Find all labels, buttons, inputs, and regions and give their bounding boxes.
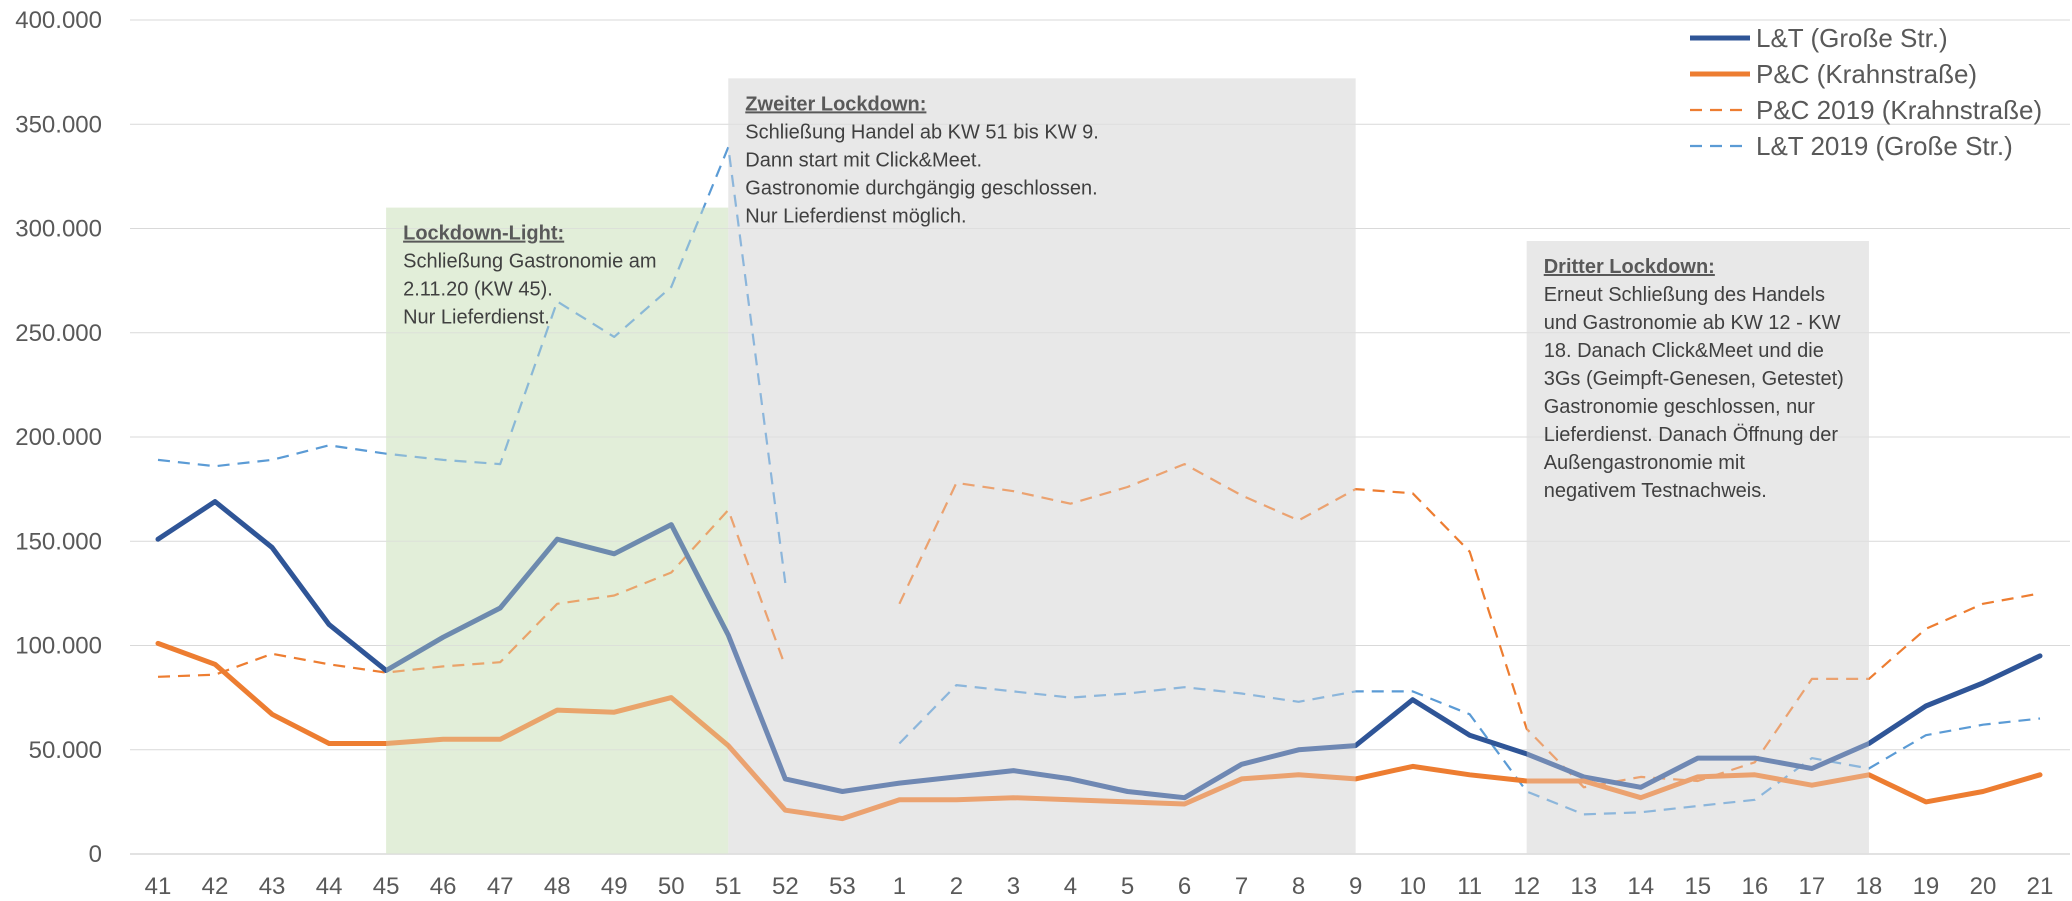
lockdown-note-line: Lieferdienst. Danach Öffnung der xyxy=(1544,424,1839,446)
lockdown-note-line: Gastronomie geschlossen, nur xyxy=(1544,396,1816,418)
x-tick-label: 44 xyxy=(316,873,343,900)
y-tick-label: 0 xyxy=(89,841,102,868)
x-tick-label: 43 xyxy=(259,873,286,900)
x-tick-label: 15 xyxy=(1684,873,1711,900)
lockdown-note-line: Nur Lieferdienst möglich. xyxy=(745,205,966,227)
lockdown-note-line: Erneut Schließung des Handels xyxy=(1544,284,1825,306)
x-tick-label: 11 xyxy=(1457,873,1482,900)
y-tick-label: 100.000 xyxy=(15,633,102,660)
x-tick-label: 14 xyxy=(1627,873,1654,900)
y-tick-label: 200.000 xyxy=(15,424,102,451)
lockdown-bands xyxy=(386,78,1869,854)
legend-label: P&C (Krahnstraße) xyxy=(1756,59,1977,89)
x-tick-label: 12 xyxy=(1513,873,1540,900)
lockdown-band-overlay-1 xyxy=(386,207,729,854)
x-tick-label: 53 xyxy=(829,873,856,900)
x-tick-label: 21 xyxy=(2027,873,2054,900)
x-tick-label: 41 xyxy=(145,873,172,900)
x-tick-label: 51 xyxy=(715,873,742,900)
x-tick-label: 20 xyxy=(1970,873,1997,900)
lockdown-notes: Lockdown-Light: Schließung Gastronomie am… xyxy=(386,78,1869,854)
lockdown-note-line: Nur Lieferdienst. xyxy=(403,307,550,329)
lockdown-note-line: 18. Danach Click&Meet und die xyxy=(1544,340,1824,362)
lockdown-note-line: und Gastronomie ab KW 12 - KW xyxy=(1544,312,1841,334)
x-tick-label: 19 xyxy=(1913,873,1940,900)
lockdown-note-line: negativem Testnachweis. xyxy=(1544,480,1767,502)
x-tick-label: 4 xyxy=(1064,873,1077,900)
y-tick-label: 350.000 xyxy=(15,111,102,138)
series-line-p-c-krahnstra-e xyxy=(155,640,2043,822)
x-tick-label: 48 xyxy=(544,873,571,900)
x-tick-label: 2 xyxy=(950,873,963,900)
lockdown-note-line: Gastronomie durchgängig geschlossen. xyxy=(745,177,1097,199)
lockdown-note-title-2: Zweiter Lockdown: xyxy=(745,93,926,115)
x-tick-label: 10 xyxy=(1399,873,1426,900)
x-tick-label: 49 xyxy=(601,873,628,900)
lockdown-band-2 xyxy=(728,78,1356,854)
x-tick-label: 9 xyxy=(1349,873,1362,900)
x-tick-label: 7 xyxy=(1235,873,1248,900)
series-line-p-c-2019-krahnstra-e xyxy=(898,463,2041,789)
x-tick-label: 3 xyxy=(1007,873,1020,900)
x-tick-label: 46 xyxy=(430,873,457,900)
x-tick-label: 6 xyxy=(1178,873,1191,900)
legend-label: P&C 2019 (Krahnstraße) xyxy=(1756,95,2042,125)
x-tick-label: 18 xyxy=(1856,873,1883,900)
series-line-l-t-2019-gro-e-str xyxy=(898,684,2041,816)
gridlines xyxy=(130,19,2070,855)
x-tick-label: 17 xyxy=(1799,873,1826,900)
x-tick-label: 5 xyxy=(1121,873,1134,900)
x-tick-label: 47 xyxy=(487,873,514,900)
lockdown-band-3 xyxy=(1526,241,1869,854)
x-tick-label: 45 xyxy=(373,873,400,900)
lockdown-note-line: 2.11.20 (KW 45). xyxy=(403,279,553,301)
lockdown-note-line: Dann start mit Click&Meet. xyxy=(745,149,982,171)
y-tick-label: 300.000 xyxy=(15,216,102,243)
x-tick-label: 52 xyxy=(772,873,799,900)
legend-label: L&T (Große Str.) xyxy=(1756,23,1948,53)
lockdown-band-overlay-3 xyxy=(1526,241,1869,854)
x-tick-label: 8 xyxy=(1292,873,1305,900)
series-lines xyxy=(155,146,2043,822)
y-tick-label: 50.000 xyxy=(29,737,102,764)
y-tick-label: 250.000 xyxy=(15,320,102,347)
lockdown-note-title-1: Lockdown-Light: xyxy=(403,223,564,245)
legend-label: L&T 2019 (Große Str.) xyxy=(1756,131,2013,161)
lockdown-note-line: Schließung Handel ab KW 51 bis KW 9. xyxy=(745,121,1099,143)
y-tick-label: 400.000 xyxy=(15,7,102,34)
series-line-p-c-2019-krahnstra-e xyxy=(157,508,787,678)
x-tick-label: 50 xyxy=(658,873,685,900)
x-tick-label: 16 xyxy=(1741,873,1768,900)
lockdown-band-overlay-2 xyxy=(728,78,1356,854)
lockdown-note-line: Schließung Gastronomie am xyxy=(403,251,656,273)
lockdown-note-line: Außengastronomie mit xyxy=(1544,452,1746,474)
axes: 0 50.000 100.000 150.000 200.000 250.000 300.0… xyxy=(15,7,2053,900)
y-tick-label: 150.000 xyxy=(15,528,102,555)
series-line-l-t-2019-gro-e-str xyxy=(157,146,787,584)
x-tick-label: 42 xyxy=(202,873,229,900)
lockdown-note-title-3: Dritter Lockdown: xyxy=(1544,256,1715,278)
x-tick-label: 13 xyxy=(1570,873,1597,900)
lockdown-note-line: 3Gs (Geimpft-Genesen, Getestet) xyxy=(1544,368,1844,390)
x-tick-label: 1 xyxy=(893,873,906,900)
lockdown-band-1 xyxy=(386,207,729,854)
legend: L&T (Große Str.) P&C (Krahnstraße) P&C 201… xyxy=(1690,23,2042,161)
series-line-l-t-gro-e-str xyxy=(155,499,2043,801)
